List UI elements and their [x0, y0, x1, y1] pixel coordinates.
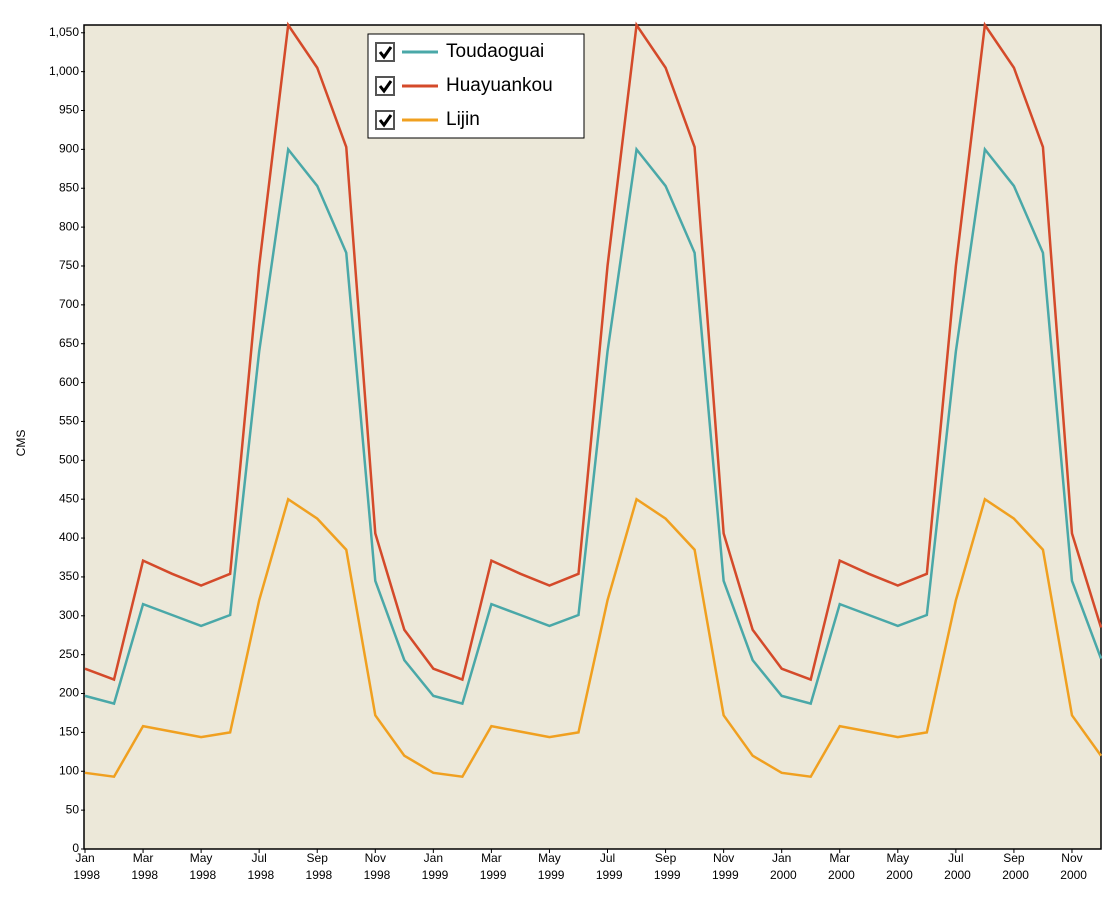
y-tick-label: 550 [59, 414, 79, 428]
y-tick-label: 950 [59, 103, 79, 117]
y-tick-label: 350 [59, 569, 79, 583]
x-tick-label: Mar 1998 [128, 851, 158, 882]
x-tick-label: Jul 2000 [941, 851, 971, 882]
y-tick-label: 100 [59, 763, 79, 777]
y-tick-label: 200 [59, 686, 79, 700]
x-tick-label: Jan 1999 [418, 851, 448, 882]
y-tick-label: 600 [59, 375, 79, 389]
y-tick-label: 900 [59, 142, 79, 156]
y-tick-label: 500 [59, 452, 79, 466]
x-tick-label: Jan 1998 [70, 851, 100, 882]
x-tick-label: May 2000 [883, 851, 913, 882]
y-tick-label: 50 [66, 802, 80, 816]
legend-label: Toudaoguai [446, 41, 544, 62]
series-line [84, 146, 1103, 706]
x-tick-label: Nov 1999 [709, 851, 739, 882]
series-line [84, 21, 1103, 682]
y-tick-label: 1,050 [49, 25, 79, 39]
legend-checkmark [378, 114, 393, 128]
x-tick-label: May 1999 [534, 851, 564, 882]
x-tick-label: Jul 1998 [244, 851, 274, 882]
legend-label: Huayuankou [446, 75, 553, 96]
x-tick-label: Mar 1999 [476, 851, 506, 882]
y-tick-label: 850 [59, 180, 79, 194]
x-tick-label: Mar 2000 [825, 851, 855, 882]
legend-checkmark [378, 80, 393, 94]
y-tick-label: 300 [59, 608, 79, 622]
y-tick-label: 1,000 [49, 64, 79, 78]
legend-checkbox[interactable] [375, 110, 395, 130]
y-tick-label: 750 [59, 258, 79, 272]
x-tick-label: Sep 2000 [999, 851, 1029, 882]
y-tick-label: 250 [59, 647, 79, 661]
legend-checkbox[interactable] [375, 76, 395, 96]
x-tick-label: Sep 1998 [302, 851, 332, 882]
y-tick-label: 700 [59, 297, 79, 311]
y-axis-label: CMS [14, 430, 28, 457]
y-tick-label: 400 [59, 530, 79, 544]
y-tick-label: 150 [59, 725, 79, 739]
x-tick-label: May 1998 [186, 851, 216, 882]
x-tick-label: Jul 1999 [592, 851, 622, 882]
legend-checkbox[interactable] [375, 42, 395, 62]
x-tick-label: Sep 1999 [651, 851, 681, 882]
x-tick-label: Nov 2000 [1057, 851, 1087, 882]
y-tick-label: 450 [59, 491, 79, 505]
legend-label: Lijin [446, 109, 480, 130]
y-tick-label: 650 [59, 336, 79, 350]
y-tick-label: 800 [59, 219, 79, 233]
x-tick-label: Jan 2000 [767, 851, 797, 882]
y-tick-label: 0 [72, 841, 79, 855]
series-line [84, 497, 1103, 779]
legend-checkmark [378, 46, 393, 60]
x-tick-label: Nov 1998 [360, 851, 390, 882]
